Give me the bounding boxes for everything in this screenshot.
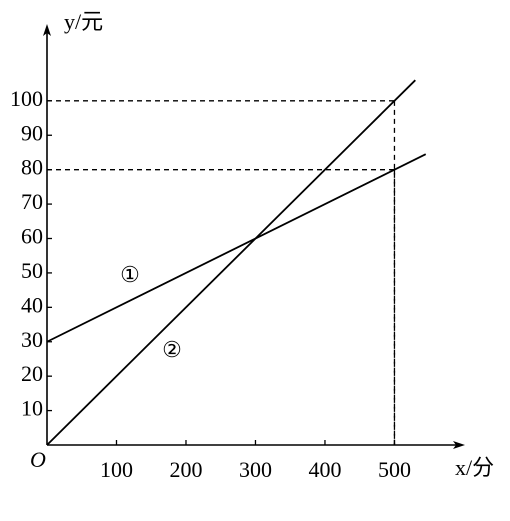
y-tick-label: 20 — [21, 361, 43, 386]
y-tick-label: 30 — [21, 327, 43, 352]
y-tick-label: 40 — [21, 292, 43, 317]
x-axis-label: x/分 — [455, 455, 494, 480]
y-tick-label: 80 — [21, 155, 43, 180]
y-tick-label: 60 — [21, 224, 43, 249]
x-tick-label: 400 — [308, 457, 341, 482]
x-tick-label: 200 — [169, 457, 202, 482]
y-tick-label: 10 — [21, 396, 43, 421]
series-label: ① — [120, 262, 140, 287]
y-tick-label: 100 — [10, 86, 43, 111]
y-tick-label: 50 — [21, 258, 43, 283]
y-tick-label: 70 — [21, 189, 43, 214]
x-tick-label: 100 — [100, 457, 133, 482]
x-tick-label: 300 — [239, 457, 272, 482]
y-axis-arrow — [43, 24, 51, 36]
x-tick-label: 500 — [378, 457, 411, 482]
origin-label: O — [30, 447, 46, 472]
series-label: ② — [162, 337, 182, 362]
y-tick-label: 90 — [21, 120, 43, 145]
line — [46, 153, 427, 343]
line — [46, 79, 416, 446]
y-axis-label: y/元 — [64, 9, 103, 34]
x-axis-arrow — [453, 441, 465, 449]
